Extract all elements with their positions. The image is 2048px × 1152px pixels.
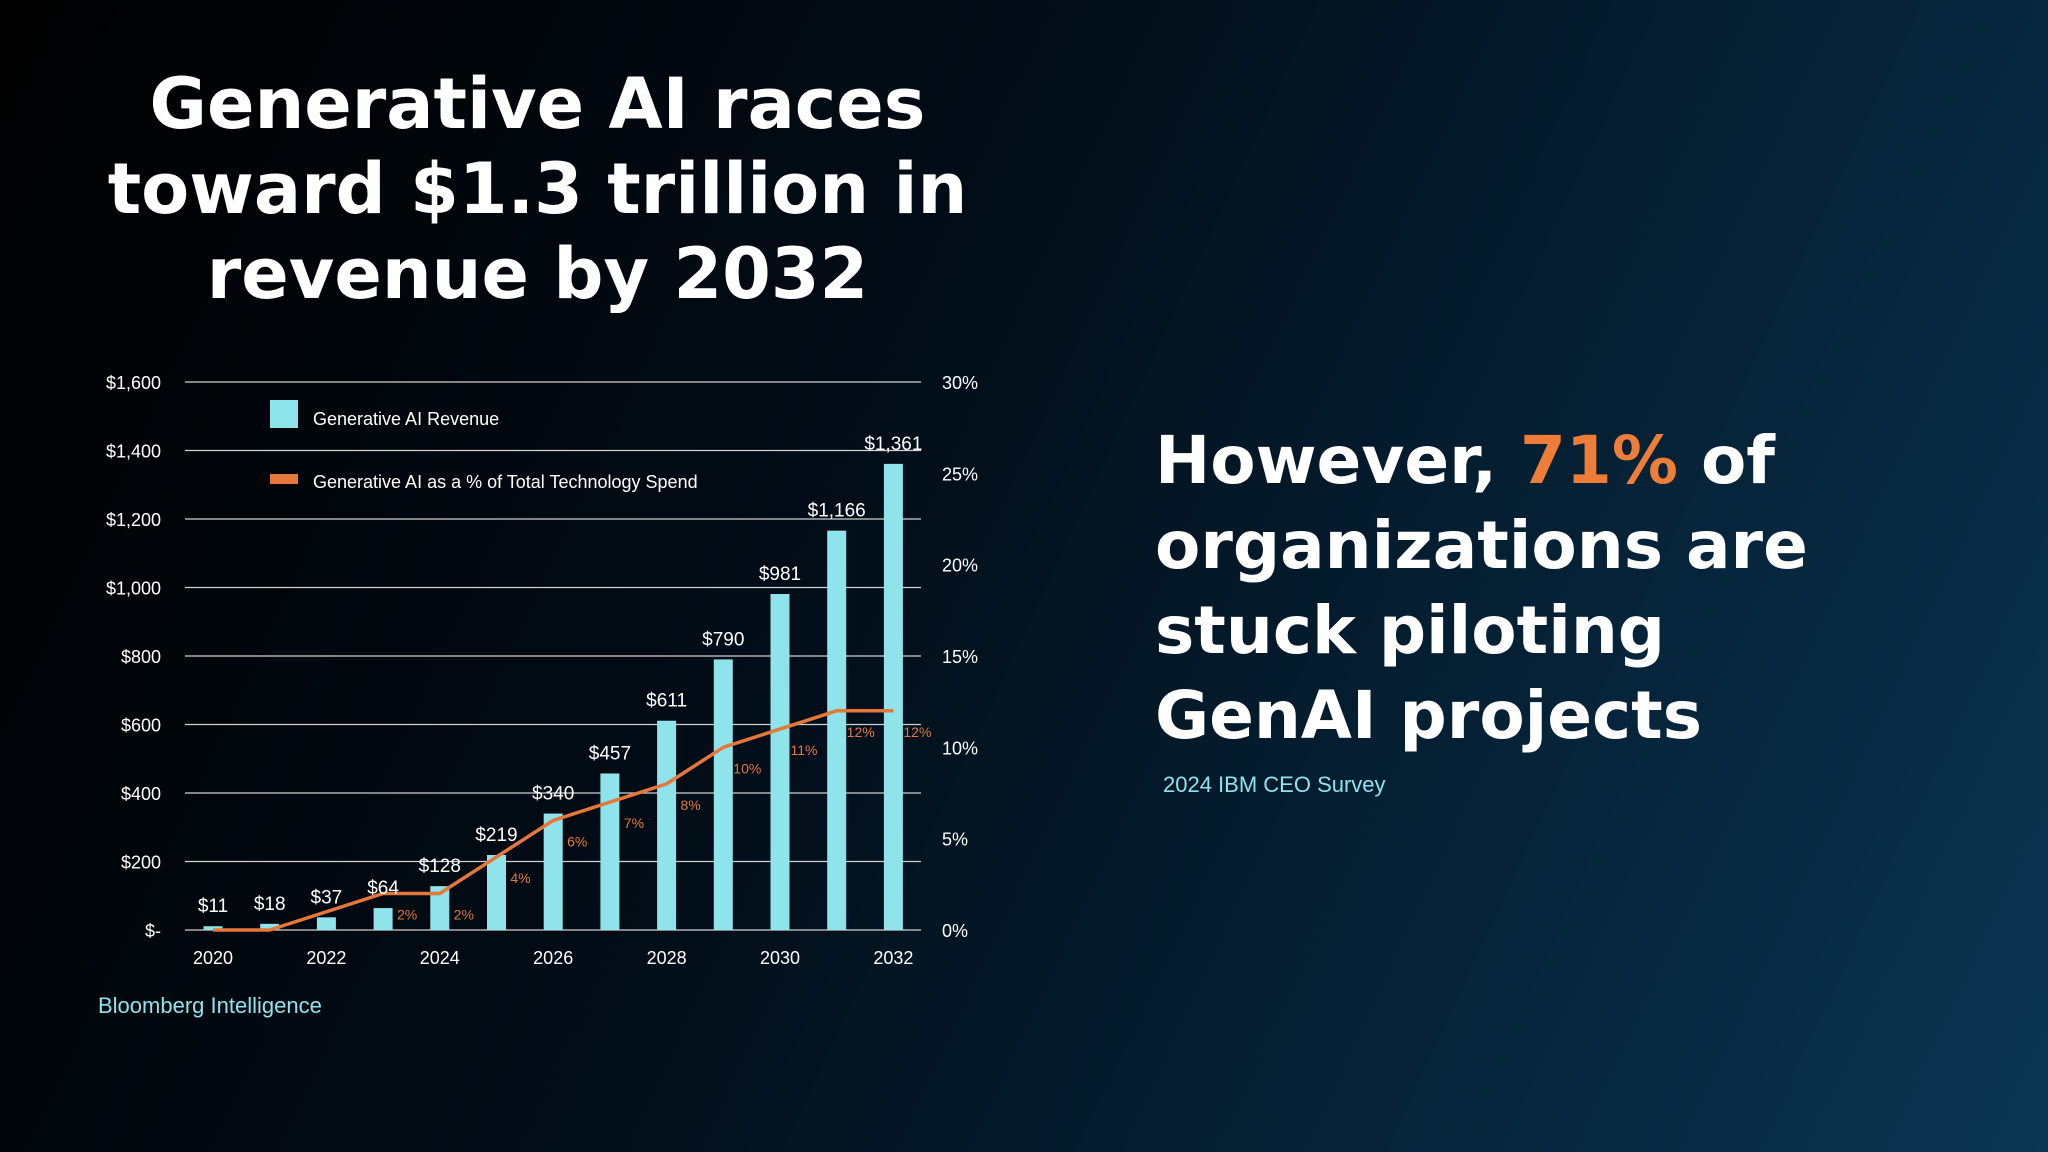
bar-value-label: $64 bbox=[367, 878, 399, 899]
x-tick-label: 2020 bbox=[193, 948, 233, 968]
y-right-tick-label: 30% bbox=[942, 373, 978, 393]
line-value-label: 11% bbox=[791, 742, 818, 758]
y-left-tick-label: $1,600 bbox=[106, 373, 161, 393]
revenue-bar bbox=[883, 463, 903, 930]
line-value-label: 2% bbox=[454, 906, 474, 922]
line-value-label: 4% bbox=[510, 870, 530, 886]
bar-value-label: $340 bbox=[532, 784, 574, 805]
bar-value-label: $611 bbox=[646, 691, 687, 712]
x-tick-label: 2032 bbox=[873, 948, 913, 968]
revenue-bar bbox=[373, 908, 393, 930]
bar-value-label: $37 bbox=[311, 887, 343, 908]
callout-source: 2024 IBM CEO Survey bbox=[1163, 772, 1386, 797]
y-left-tick-label: $1,200 bbox=[106, 510, 161, 530]
legend-revenue-label: Generative AI Revenue bbox=[313, 409, 499, 429]
slide-title: Generative AI races toward $1.3 trillion… bbox=[107, 63, 968, 315]
callout-after: of organizations are stuck piloting GenA… bbox=[1155, 422, 1808, 754]
revenue-bar bbox=[713, 659, 733, 930]
revenue-bar bbox=[260, 923, 280, 930]
bar-value-label: $981 bbox=[759, 564, 801, 585]
legend-percent-swatch bbox=[270, 474, 298, 484]
y-left-tick-label: $800 bbox=[121, 647, 161, 667]
line-value-label: 12% bbox=[847, 724, 875, 740]
line-value-label: 2% bbox=[397, 906, 417, 922]
percent-line bbox=[213, 709, 894, 932]
y-right-tick-label: 20% bbox=[942, 556, 978, 576]
x-tick-label: 2022 bbox=[306, 948, 346, 968]
y-left-tick-label: $1,400 bbox=[106, 442, 161, 462]
revenue-bar bbox=[487, 854, 506, 930]
bar-value-label: $790 bbox=[702, 629, 744, 650]
chart-labels: $- $200 $400 $600 $800 $1,000 $1,200 $1,400 $1,6… bbox=[106, 373, 978, 968]
bar-value-label: $18 bbox=[254, 894, 286, 915]
revenue-bars bbox=[203, 463, 903, 930]
revenue-bar bbox=[430, 886, 450, 930]
revenue-bar bbox=[600, 773, 620, 930]
revenue-bar bbox=[657, 720, 677, 930]
x-tick-label: 2024 bbox=[420, 948, 460, 968]
callout-before: However, bbox=[1155, 422, 1520, 499]
bar-value-label: $1,166 bbox=[808, 501, 866, 522]
legend-revenue-swatch bbox=[270, 400, 298, 428]
y-right-tick-label: 15% bbox=[942, 647, 978, 667]
x-tick-label: 2028 bbox=[647, 948, 687, 968]
revenue-bar bbox=[203, 926, 223, 930]
bar-value-label: $1,361 bbox=[864, 434, 922, 455]
legend-percent-label: Generative AI as a % of Total Technology… bbox=[313, 472, 698, 492]
x-tick-label: 2030 bbox=[760, 948, 800, 968]
chart-source: Bloomberg Intelligence bbox=[98, 993, 322, 1018]
line-value-label: 8% bbox=[680, 797, 700, 813]
y-right-tick-label: 5% bbox=[942, 830, 968, 850]
revenue-bar bbox=[770, 594, 790, 930]
line-value-label: 7% bbox=[624, 815, 644, 831]
x-tick-label: 2026 bbox=[533, 948, 573, 968]
bar-value-label: $128 bbox=[419, 856, 461, 877]
y-left-tick-label: $- bbox=[145, 921, 161, 941]
percent-line-path bbox=[213, 709, 894, 932]
line-value-label: 12% bbox=[903, 724, 931, 740]
callout-text: However, 71% of organizations are stuck … bbox=[1155, 418, 1875, 758]
line-value-label: 6% bbox=[567, 833, 587, 849]
y-left-tick-label: $200 bbox=[121, 853, 161, 873]
chart-legend: Generative AI Revenue Generative AI as a … bbox=[270, 400, 698, 492]
revenue-chart: $- $200 $400 $600 $800 $1,000 $1,200 $1,400 $1,6… bbox=[106, 373, 978, 968]
y-right-tick-label: 25% bbox=[942, 464, 978, 484]
bar-value-label: $11 bbox=[198, 896, 228, 917]
bar-value-label: $219 bbox=[475, 825, 517, 846]
callout-highlight: 71% bbox=[1520, 422, 1678, 499]
bar-value-label: $457 bbox=[589, 743, 631, 764]
y-left-tick-label: $400 bbox=[121, 784, 161, 804]
revenue-bar bbox=[316, 917, 336, 930]
line-value-label: 10% bbox=[733, 760, 761, 776]
y-left-tick-label: $1,000 bbox=[106, 579, 161, 599]
revenue-bar bbox=[827, 530, 847, 930]
revenue-bar bbox=[543, 813, 563, 930]
y-right-tick-label: 0% bbox=[942, 921, 968, 941]
y-right-tick-label: 10% bbox=[942, 738, 978, 758]
y-left-tick-label: $600 bbox=[121, 716, 161, 736]
